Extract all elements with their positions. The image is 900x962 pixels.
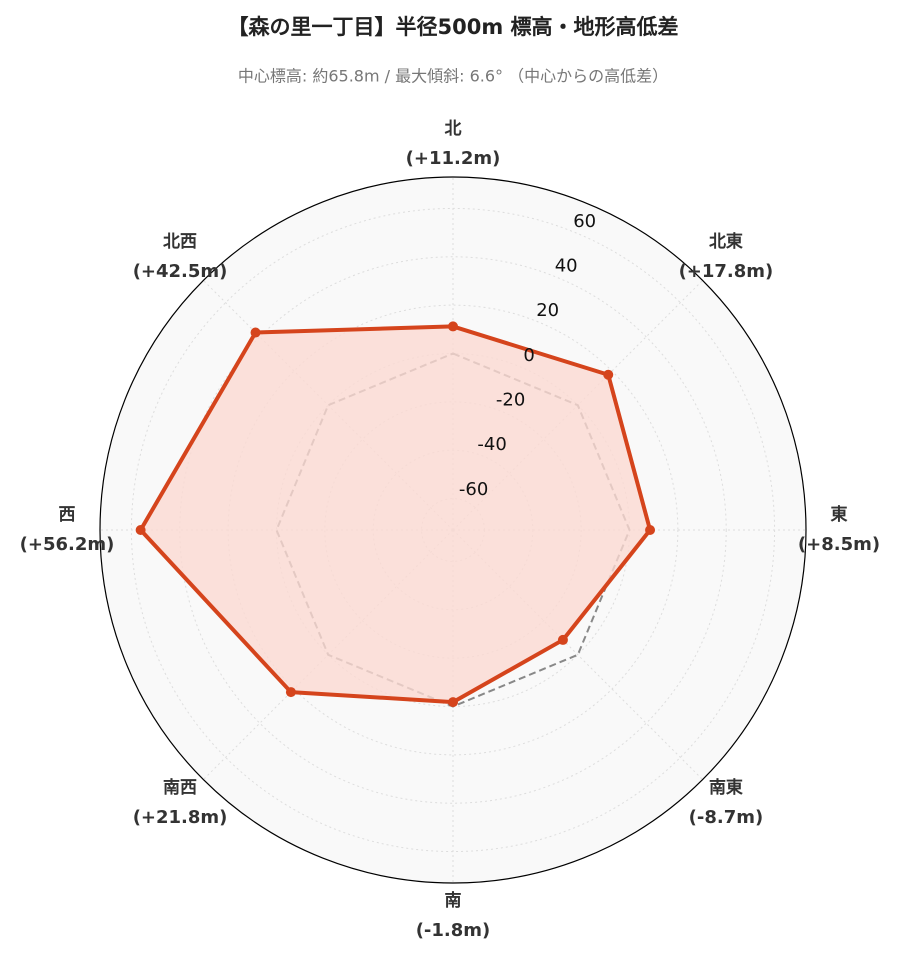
category-label: 北東 (709, 231, 743, 252)
category-label: 南 (445, 890, 462, 911)
value-label: (-1.8m) (416, 920, 491, 941)
value-label: (+11.2m) (406, 148, 501, 169)
spoke (452, 529, 703, 780)
category-label: 北 (445, 119, 462, 139)
data-point (135, 525, 146, 535)
data-point (285, 687, 296, 698)
value-label: (+17.8m) (679, 261, 774, 282)
r-tick-label: 0 (523, 345, 534, 366)
chart-title: 【森の里一丁目】半径500m 標高・地形高低差 (227, 15, 678, 39)
data-point (448, 321, 458, 332)
category-label: 東 (831, 504, 848, 525)
r-tick-label: 40 (555, 255, 578, 276)
value-label: (+42.5m) (133, 261, 228, 282)
data-point (557, 634, 568, 645)
r-tick-label: -60 (459, 479, 488, 500)
plot-border (99, 176, 807, 884)
category-label: 南西 (163, 777, 197, 798)
data-point (645, 525, 656, 535)
category-label: 西 (59, 505, 76, 525)
category-label: 北西 (163, 232, 197, 252)
r-tick-label: -40 (477, 434, 506, 455)
data-point (250, 327, 261, 338)
data-point (448, 697, 458, 708)
chart-subtitle: 中心標高: 約65.8m / 最大傾斜: 6.6° （中心からの高低差） (238, 67, 668, 86)
r-tick-label: 20 (536, 300, 559, 321)
data-point (603, 369, 614, 380)
value-label: (-8.7m) (689, 807, 764, 828)
category-label: 南東 (709, 777, 743, 798)
value-label: (+8.5m) (798, 534, 880, 555)
grid-ring (179, 256, 727, 804)
value-label: (+56.2m) (20, 534, 115, 555)
r-tick-label: 60 (573, 211, 596, 232)
value-label: (+21.8m) (133, 807, 228, 828)
r-tick-label: -20 (496, 390, 525, 411)
